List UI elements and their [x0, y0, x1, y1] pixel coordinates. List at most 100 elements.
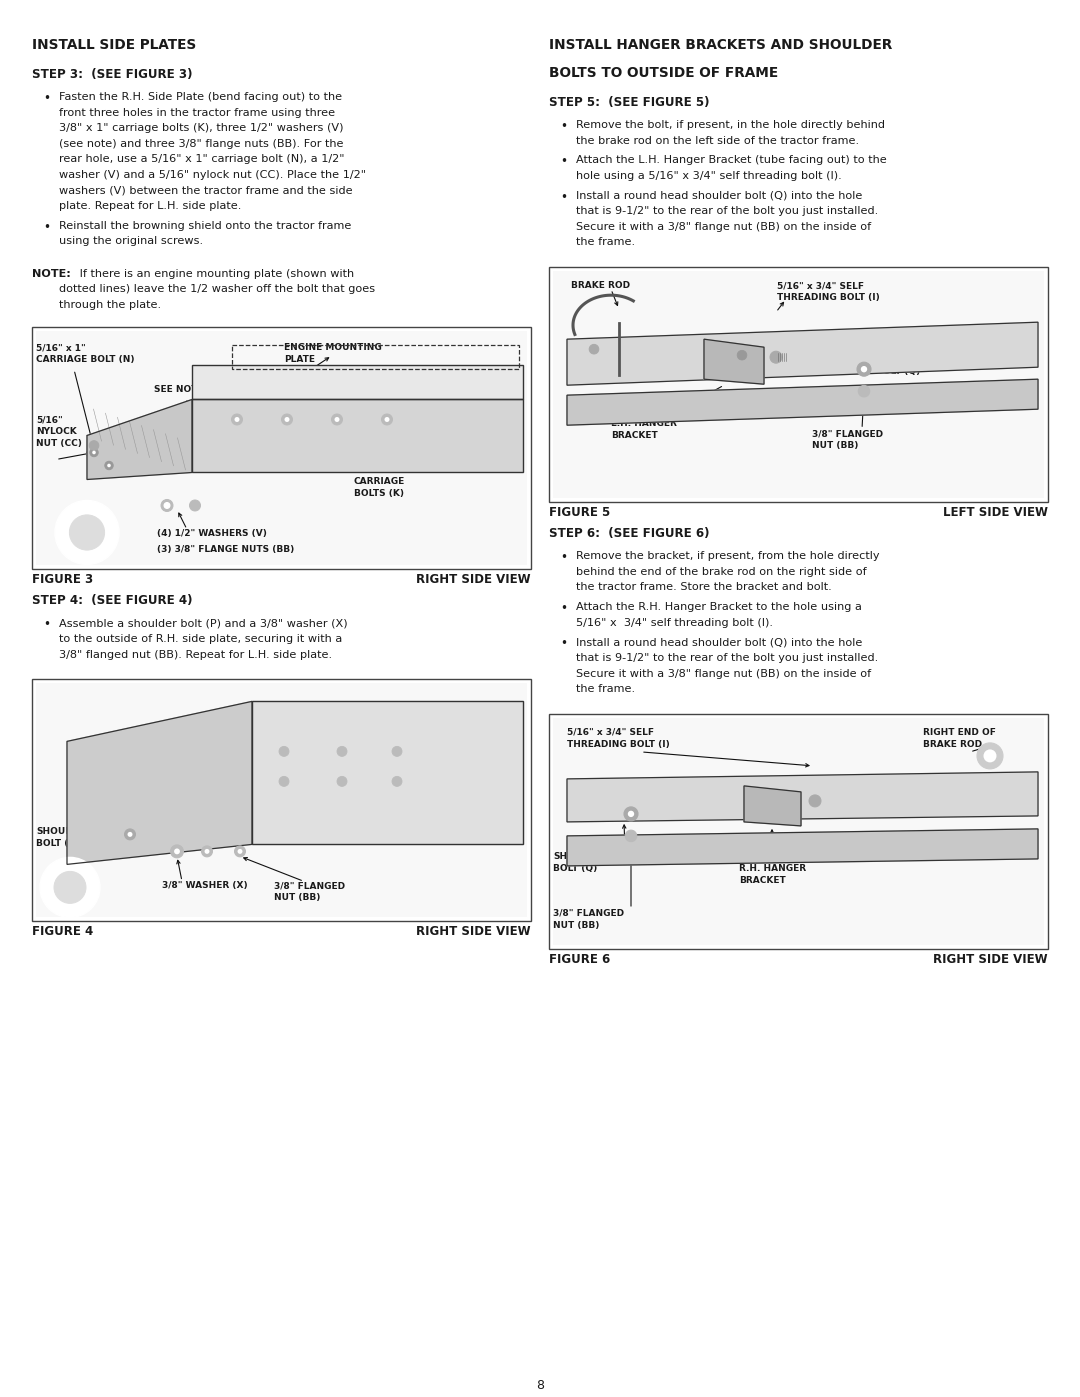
- Text: (3) 3/8" x 1": (3) 3/8" x 1": [354, 465, 415, 475]
- Circle shape: [392, 746, 402, 756]
- Text: Install a round head shoulder bolt (Q) into the hole: Install a round head shoulder bolt (Q) i…: [576, 637, 862, 647]
- Text: 3/8" flanged nut (BB). Repeat for L.H. side plate.: 3/8" flanged nut (BB). Repeat for L.H. s…: [59, 650, 333, 659]
- Polygon shape: [67, 701, 252, 865]
- Text: SHOULDER: SHOULDER: [876, 355, 931, 365]
- Circle shape: [161, 500, 173, 511]
- Text: BOLTS (K): BOLTS (K): [354, 489, 404, 499]
- Text: NOTE:: NOTE:: [32, 268, 71, 279]
- Text: CARRIAGE: CARRIAGE: [354, 478, 405, 486]
- Circle shape: [105, 461, 113, 469]
- Text: BRAKE ROD: BRAKE ROD: [571, 281, 630, 291]
- Circle shape: [171, 845, 184, 858]
- Polygon shape: [567, 323, 1038, 386]
- Text: BRAKE ROD: BRAKE ROD: [923, 740, 982, 749]
- Text: the brake rod on the left side of the tractor frame.: the brake rod on the left side of the tr…: [576, 136, 859, 145]
- Text: the frame.: the frame.: [576, 237, 635, 247]
- Text: 5/16" x 1": 5/16" x 1": [36, 344, 85, 352]
- Text: Attach the R.H. Hanger Bracket to the hole using a: Attach the R.H. Hanger Bracket to the ho…: [576, 602, 862, 612]
- Text: FIGURE 5: FIGURE 5: [549, 506, 610, 520]
- Text: that is 9-1/2" to the rear of the bolt you just installed.: that is 9-1/2" to the rear of the bolt y…: [576, 207, 878, 217]
- Text: FIGURE 6: FIGURE 6: [549, 953, 610, 965]
- Circle shape: [90, 440, 98, 450]
- Text: 3/8" x 1" carriage bolts (K), three 1/2" washers (V): 3/8" x 1" carriage bolts (K), three 1/2"…: [59, 123, 343, 133]
- Circle shape: [69, 515, 105, 550]
- Text: to the outside of R.H. side plate, securing it with a: to the outside of R.H. side plate, secur…: [59, 634, 342, 644]
- Text: ENGINE MOUNTING: ENGINE MOUNTING: [284, 344, 381, 352]
- Circle shape: [984, 749, 997, 763]
- Bar: [36, 331, 527, 566]
- Text: INSTALL HANGER BRACKETS AND SHOULDER: INSTALL HANGER BRACKETS AND SHOULDER: [549, 38, 892, 52]
- Bar: [549, 714, 1048, 949]
- Text: FIGURE 3: FIGURE 3: [32, 574, 93, 587]
- Circle shape: [282, 414, 293, 425]
- Text: STEP 4:  (SEE FIGURE 4): STEP 4: (SEE FIGURE 4): [32, 595, 192, 608]
- Text: 5/16" x 3/4" SELF: 5/16" x 3/4" SELF: [567, 728, 654, 736]
- Text: (see note) and three 3/8" flange nuts (BB). For the: (see note) and three 3/8" flange nuts (B…: [59, 138, 343, 148]
- Text: •: •: [43, 619, 51, 631]
- Circle shape: [624, 807, 638, 821]
- Text: rear hole, use a 5/16" x 1" carriage bolt (N), a 1/2": rear hole, use a 5/16" x 1" carriage bol…: [59, 154, 345, 163]
- Circle shape: [384, 416, 390, 422]
- Text: NUT (CC): NUT (CC): [36, 440, 82, 448]
- Polygon shape: [744, 787, 801, 826]
- Text: •: •: [561, 191, 567, 204]
- Text: NYLOCK: NYLOCK: [36, 427, 77, 436]
- Text: THREADING BOLT (I): THREADING BOLT (I): [567, 740, 670, 749]
- Circle shape: [54, 872, 86, 904]
- Text: CARRIAGE BOLT (N): CARRIAGE BOLT (N): [36, 355, 135, 365]
- Circle shape: [55, 500, 119, 564]
- Text: Attach the L.H. Hanger Bracket (tube facing out) to the: Attach the L.H. Hanger Bracket (tube fac…: [576, 155, 887, 165]
- Text: •: •: [561, 120, 567, 133]
- Circle shape: [204, 849, 210, 854]
- Circle shape: [284, 416, 289, 422]
- Circle shape: [189, 500, 201, 511]
- Text: 5/16" x 3/4" SELF: 5/16" x 3/4" SELF: [777, 281, 864, 291]
- Text: Secure it with a 3/8" flange nut (BB) on the inside of: Secure it with a 3/8" flange nut (BB) on…: [576, 669, 872, 679]
- Circle shape: [279, 746, 289, 756]
- Circle shape: [202, 847, 213, 856]
- Circle shape: [809, 795, 821, 807]
- Text: NUT (BB): NUT (BB): [812, 441, 859, 450]
- Circle shape: [738, 351, 746, 360]
- Bar: [36, 683, 527, 918]
- Text: behind the end of the brake rod on the right side of: behind the end of the brake rod on the r…: [576, 567, 866, 577]
- Text: Secure it with a 3/8" flange nut (BB) on the inside of: Secure it with a 3/8" flange nut (BB) on…: [576, 222, 872, 232]
- Text: washers (V) between the tractor frame and the side: washers (V) between the tractor frame an…: [59, 186, 353, 196]
- Text: •: •: [561, 602, 567, 615]
- Text: the tractor frame. Store the bracket and bolt.: the tractor frame. Store the bracket and…: [576, 583, 832, 592]
- Text: LEFT SIDE VIEW: LEFT SIDE VIEW: [943, 506, 1048, 520]
- Circle shape: [238, 849, 243, 854]
- Circle shape: [40, 858, 100, 918]
- Text: •: •: [561, 155, 567, 169]
- Text: •: •: [561, 552, 567, 564]
- Polygon shape: [252, 701, 523, 844]
- Circle shape: [770, 351, 782, 363]
- Circle shape: [858, 362, 870, 376]
- Text: hole using a 5/16" x 3/4" self threading bolt (I).: hole using a 5/16" x 3/4" self threading…: [576, 170, 841, 180]
- Circle shape: [234, 847, 245, 856]
- Text: STEP 5:  (SEE FIGURE 5): STEP 5: (SEE FIGURE 5): [549, 96, 710, 109]
- Circle shape: [124, 828, 135, 840]
- Circle shape: [337, 777, 347, 787]
- Circle shape: [627, 810, 634, 817]
- Polygon shape: [704, 339, 764, 384]
- Polygon shape: [192, 366, 523, 400]
- Text: •: •: [561, 637, 567, 651]
- Text: FIGURE 4: FIGURE 4: [32, 925, 93, 939]
- Text: 5/16" x  3/4" self threading bolt (I).: 5/16" x 3/4" self threading bolt (I).: [576, 617, 773, 627]
- Circle shape: [164, 503, 170, 509]
- Circle shape: [861, 366, 867, 373]
- Circle shape: [174, 848, 180, 855]
- Circle shape: [90, 448, 98, 457]
- Text: 3/8" WASHER (X): 3/8" WASHER (X): [162, 882, 247, 890]
- Text: If there is an engine mounting plate (shown with: If there is an engine mounting plate (sh…: [76, 268, 354, 279]
- Text: BRACKET: BRACKET: [739, 876, 786, 884]
- Text: 8: 8: [536, 1379, 544, 1391]
- Polygon shape: [567, 773, 1038, 821]
- Text: Assemble a shoulder bolt (P) and a 3/8" washer (X): Assemble a shoulder bolt (P) and a 3/8" …: [59, 619, 348, 629]
- Text: through the plate.: through the plate.: [59, 300, 161, 310]
- Text: •: •: [43, 221, 51, 233]
- Circle shape: [977, 743, 1003, 768]
- Circle shape: [92, 451, 96, 454]
- Bar: [553, 271, 1044, 499]
